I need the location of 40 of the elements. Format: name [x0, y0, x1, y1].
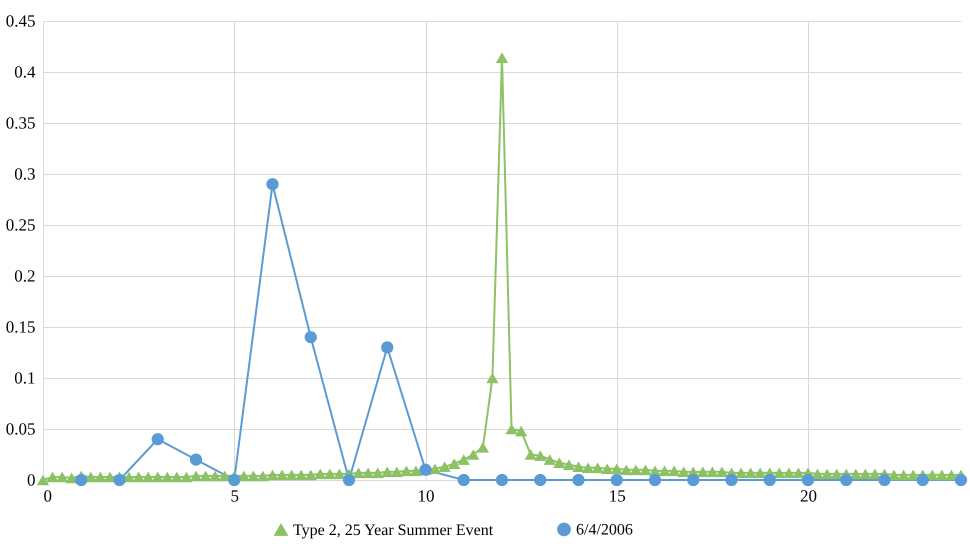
point	[610, 474, 623, 486]
y-tick-label: 0.45	[6, 12, 36, 30]
point	[152, 433, 164, 446]
y-tick-label: 0.05	[6, 420, 36, 438]
point	[916, 474, 929, 486]
legend-label: 6/4/2006	[576, 521, 633, 538]
y-tick-label: 0.2	[14, 266, 36, 286]
point	[687, 474, 700, 486]
point	[954, 474, 968, 486]
point	[342, 474, 356, 486]
x-tick-label: 10	[418, 486, 434, 506]
legend-label: Type 2, 25 Year Summer Event	[293, 522, 494, 539]
point	[266, 178, 279, 190]
y-tick-label: 0.35	[6, 114, 36, 132]
x-tick-label: 15	[608, 486, 626, 506]
point	[496, 474, 508, 486]
point	[75, 474, 88, 486]
point	[534, 474, 546, 486]
point	[840, 474, 852, 486]
point	[381, 341, 394, 354]
y-tick-label: 0.1	[14, 368, 36, 388]
point	[228, 474, 240, 486]
y-tick-label: 0.25	[6, 216, 36, 234]
point	[572, 474, 585, 486]
x-tick-label: 5	[230, 486, 239, 506]
point	[878, 474, 891, 486]
point	[725, 474, 738, 486]
point	[113, 474, 126, 486]
y-tick-label: 0.4	[14, 62, 36, 82]
x-tick-label: 0	[44, 486, 52, 506]
y-tick-label: 0	[27, 470, 36, 490]
point	[648, 474, 662, 486]
point	[764, 474, 776, 486]
point	[802, 474, 814, 486]
y-tick-label: 0.3	[14, 164, 36, 184]
x-tick-label: 20	[800, 486, 817, 506]
y-tick-label: 0.15	[6, 318, 36, 336]
point	[304, 331, 317, 344]
point	[458, 474, 470, 486]
point	[190, 453, 202, 466]
